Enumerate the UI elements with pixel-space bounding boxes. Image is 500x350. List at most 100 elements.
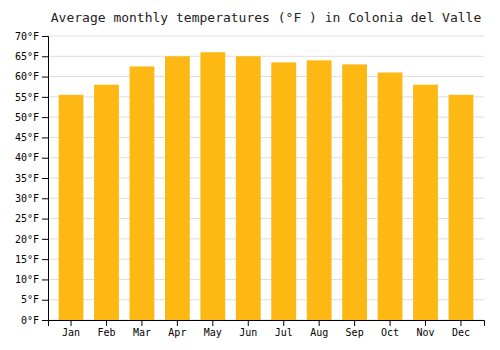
- tick: 45°F: [15, 132, 48, 143]
- tick-label: 5°F: [21, 294, 39, 305]
- tick-label: 35°F: [15, 173, 39, 184]
- bar: [94, 85, 119, 320]
- tick-label: Dec: [452, 327, 470, 338]
- tick: 20°F: [15, 234, 48, 245]
- tick-mark: [42, 36, 48, 37]
- tick-label: Sep: [346, 327, 364, 338]
- tick-label: Mar: [133, 327, 151, 338]
- tick: 15°F: [15, 254, 48, 265]
- tick-label: Nov: [416, 327, 434, 338]
- grid-line: [48, 36, 484, 37]
- tick: Jun: [239, 320, 257, 338]
- tick: 25°F: [15, 213, 48, 224]
- tick: Oct: [381, 320, 399, 338]
- tick-label: 40°F: [15, 152, 39, 163]
- bar: [271, 62, 296, 320]
- tick: Mar: [133, 320, 151, 338]
- tick-mark: [177, 320, 178, 326]
- tick-mark: [71, 320, 72, 326]
- tick: Jan: [62, 320, 80, 338]
- tick-mark: [106, 320, 107, 326]
- tick-mark: [42, 77, 48, 78]
- tick: Dec: [452, 320, 470, 338]
- tick-mark: [141, 320, 142, 326]
- y-axis: 0°F 5°F 10°F 15°F 20°F 25°F 30°F 35°F 40°F 45°F 50…: [15, 31, 49, 326]
- tick-label: May: [204, 327, 222, 338]
- tick-label: Apr: [168, 327, 186, 338]
- tick-mark: [42, 97, 48, 98]
- tick: 10°F: [15, 274, 48, 285]
- grid-line: [48, 76, 484, 77]
- bar: [378, 73, 403, 320]
- tick-mark: [42, 219, 48, 220]
- tick-mark: [425, 320, 426, 326]
- tick-mark: [42, 178, 48, 179]
- tick-mark: [42, 239, 48, 240]
- tick-mark: [42, 158, 48, 159]
- tick-label: 55°F: [15, 92, 39, 103]
- tick: Feb: [97, 320, 115, 338]
- tick-label: 50°F: [15, 112, 39, 123]
- bar: [130, 66, 155, 320]
- chart: 0°F 5°F 10°F 15°F 20°F 25°F 30°F 35°F 40°F 45°F 50…: [0, 0, 500, 350]
- tick: 35°F: [15, 173, 48, 184]
- tick: 55°F: [15, 92, 48, 103]
- tick: 5°F: [21, 294, 48, 305]
- tick-mark: [42, 259, 48, 260]
- tick: 50°F: [15, 112, 48, 123]
- tick: Jul: [275, 320, 293, 338]
- tick-label: Jan: [62, 327, 80, 338]
- tick: Sep: [346, 320, 364, 338]
- tick: Aug: [310, 320, 328, 338]
- bars: [59, 52, 474, 320]
- tick: 65°F: [15, 51, 48, 62]
- tick-label: Oct: [381, 327, 399, 338]
- grid: [48, 36, 484, 320]
- tick-mark: [42, 56, 48, 57]
- tick: 60°F: [15, 71, 48, 82]
- tick: Nov: [416, 320, 434, 338]
- tick-label: 10°F: [15, 274, 39, 285]
- tick-mark: [42, 137, 48, 138]
- axis-line: [42, 37, 49, 321]
- tick-label: 45°F: [15, 132, 39, 143]
- plot: 0°F 5°F 10°F 15°F 20°F 25°F 30°F 35°F 40°F 45°F 50…: [15, 31, 485, 338]
- tick-label: Jun: [239, 327, 257, 338]
- bar: [59, 95, 84, 320]
- tick-label: 70°F: [15, 31, 39, 42]
- tick-label: Jul: [275, 327, 293, 338]
- tick-mark: [42, 279, 48, 280]
- tick-mark: [354, 320, 355, 326]
- tick: 70°F: [15, 31, 48, 42]
- tick: Apr: [168, 320, 186, 338]
- tick-mark: [248, 320, 249, 326]
- tick-mark: [42, 300, 48, 301]
- axis-line: [49, 321, 485, 327]
- tick-label: Feb: [97, 327, 115, 338]
- tick-label: 65°F: [15, 51, 39, 62]
- tick-label: Aug: [310, 327, 328, 338]
- tick-label: 15°F: [15, 254, 39, 265]
- tick-label: 25°F: [15, 213, 39, 224]
- tick-mark: [319, 320, 320, 326]
- tick-mark: [283, 320, 284, 326]
- tick: 40°F: [15, 152, 48, 163]
- tick-mark: [460, 320, 461, 326]
- tick-label: 0°F: [21, 315, 39, 326]
- tick-label: 60°F: [15, 71, 39, 82]
- tick: May: [204, 320, 222, 338]
- grid-line: [48, 56, 484, 57]
- tick-label: 20°F: [15, 234, 39, 245]
- bar: [342, 64, 367, 320]
- x-axis: Jan Feb Mar Apr May Jun Jul Aug Sep Oct Nov Dec: [49, 320, 485, 338]
- title: Average monthly temperatures (°F ) in Co…: [51, 10, 482, 25]
- tick: 30°F: [15, 193, 48, 204]
- bar: [165, 56, 190, 320]
- bar: [307, 60, 332, 320]
- tick-label: 30°F: [15, 193, 39, 204]
- tick-mark: [42, 198, 48, 199]
- tick-mark: [390, 320, 391, 326]
- bar: [413, 85, 438, 320]
- tick-mark: [42, 117, 48, 118]
- bar: [200, 52, 225, 320]
